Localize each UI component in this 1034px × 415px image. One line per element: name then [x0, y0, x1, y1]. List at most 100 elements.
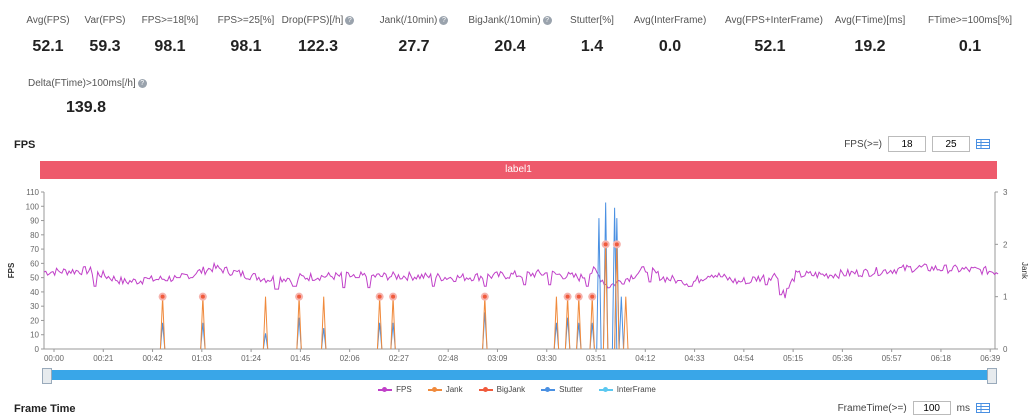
fps-section-title: FPS — [14, 139, 36, 151]
fps-chart: 0 10 20 30 40 50 60 70 80 90 100 110 0 1 2 3 FPS Jank 00:0… — [7, 188, 1029, 363]
stat-value: 59.3 — [89, 38, 121, 55]
x-tick-label: 00:21 — [93, 354, 114, 363]
stutter-spike — [618, 296, 625, 350]
stats-panel: Avg(FPS) 52.1 Var(FPS) 59.3 FPS>=18[%] 98.1 FP… — [0, 14, 1034, 124]
fps-threshold-1-input[interactable] — [888, 136, 926, 152]
stat-value: 0.1 — [958, 38, 982, 55]
bigjank-marker — [297, 294, 302, 299]
stat-value: 20.4 — [494, 38, 526, 55]
fps-threshold-2-input[interactable] — [932, 136, 970, 152]
table-icon[interactable] — [976, 403, 990, 413]
slider-handle-left[interactable] — [42, 368, 52, 384]
legend-swatch — [541, 386, 556, 392]
stutter-spike — [596, 218, 602, 350]
x-tick-label: 01:45 — [290, 354, 311, 363]
stat-item: FPS>=18[%] 98.1 — [125, 14, 215, 56]
stat-label: Avg(FTime)[ms] — [834, 15, 906, 26]
stat-value: 1.4 — [580, 38, 604, 55]
stat-label: Drop(FPS)[/h] — [281, 15, 344, 26]
stat-value: 122.3 — [297, 38, 339, 55]
y-tick-label: 60 — [30, 259, 39, 268]
y-tick-label: 100 — [26, 202, 40, 211]
jank-spike — [602, 244, 609, 350]
legend-item[interactable]: Stutter — [541, 385, 583, 394]
legend-item[interactable]: FPS — [378, 385, 412, 394]
stat-item: Avg(FPS+InterFrame) 52.1 — [725, 14, 823, 56]
help-icon[interactable]: ? — [345, 15, 355, 25]
legend-swatch — [378, 386, 393, 392]
y-tick-label: 50 — [30, 274, 39, 283]
stat-label: Jank(/10min) — [379, 15, 438, 26]
x-tick-label: 01:24 — [241, 354, 262, 363]
stat-item: Avg(FPS) 52.1 — [3, 14, 93, 56]
stat-label: Delta(FTime)>100ms[/h] — [28, 78, 136, 89]
stat-item: Avg(FTime)[ms] 19.2 — [825, 14, 915, 56]
y2-tick-label: 0 — [1003, 345, 1008, 354]
stat-value: 98.1 — [230, 38, 262, 55]
legend-label: Stutter — [559, 385, 583, 394]
table-icon[interactable] — [976, 139, 990, 149]
delta-ftime-stat: Delta(FTime)>100ms[/h]? 139.8 — [28, 78, 147, 117]
stat-value: 52.1 — [754, 38, 786, 55]
y-tick-label: 40 — [30, 288, 39, 297]
jank-spike — [262, 296, 269, 350]
stat-item: Var(FPS) 59.3 — [60, 14, 150, 56]
help-icon[interactable]: ? — [439, 15, 449, 25]
y-tick-label: 110 — [26, 188, 39, 197]
legend-swatch — [427, 386, 442, 392]
time-range-slider[interactable] — [42, 368, 997, 384]
legend-item[interactable]: InterFrame — [598, 385, 656, 394]
x-tick-label: 06:39 — [980, 354, 1001, 363]
slider-handle-right[interactable] — [987, 368, 997, 384]
bigjank-marker — [565, 294, 570, 299]
x-tick-label: 03:51 — [586, 354, 607, 363]
x-tick-label: 00:42 — [143, 354, 164, 363]
fps-series-line — [43, 261, 999, 299]
x-tick-label: 00:00 — [44, 354, 65, 363]
y2-axis-label: Jank — [1020, 262, 1029, 280]
stat-value: 98.1 — [154, 38, 186, 55]
x-tick-label: 03:30 — [537, 354, 558, 363]
stat-value: 19.2 — [854, 38, 886, 55]
stutter-spike — [262, 333, 269, 350]
stat-item: FPS>=25[%] 98.1 — [201, 14, 291, 56]
help-icon[interactable]: ? — [137, 78, 147, 88]
x-tick-label: 02:06 — [340, 354, 361, 363]
label-bar[interactable]: label1 — [40, 161, 997, 179]
stat-value: 139.8 — [66, 99, 107, 116]
stat-item: Drop(FPS)[/h]? 122.3 — [273, 14, 363, 56]
bigjank-marker — [576, 294, 581, 299]
frame-time-threshold-label: FrameTime(>=) — [837, 402, 907, 414]
bigjank-marker — [590, 294, 595, 299]
x-tick-label: 05:57 — [882, 354, 903, 363]
stat-value: 0.0 — [658, 38, 682, 55]
frame-time-section-title: Frame Time — [14, 403, 76, 415]
y-tick-label: 80 — [30, 231, 39, 240]
y2-tick-label: 2 — [1003, 240, 1008, 249]
y-tick-label: 30 — [30, 302, 39, 311]
stat-item: Avg(InterFrame) 0.0 — [625, 14, 715, 56]
stat-item: BigJank(/10min)? 20.4 — [465, 14, 555, 56]
stat-label: Avg(FPS+InterFrame) — [725, 15, 823, 26]
legend-item[interactable]: BigJank — [478, 385, 525, 394]
stat-item: FTime>=100ms[%] 0.1 — [925, 14, 1015, 56]
x-tick-label: 05:36 — [832, 354, 853, 363]
x-tick-label: 04:12 — [635, 354, 656, 363]
x-tick-label: 01:03 — [192, 354, 213, 363]
legend-label: FPS — [396, 385, 412, 394]
jank-spike — [321, 296, 327, 350]
stat-label: FTime>=100ms[%] — [927, 15, 1013, 26]
y-tick-label: 20 — [30, 316, 39, 325]
frame-time-threshold-input[interactable] — [912, 401, 951, 415]
jank-spike — [553, 296, 560, 350]
y-axis-label: FPS — [7, 262, 16, 278]
bigjank-marker — [200, 294, 205, 299]
y-tick-label: 0 — [35, 345, 40, 354]
bigjank-marker — [482, 294, 487, 299]
y2-tick-label: 3 — [1003, 188, 1008, 197]
legend-item[interactable]: Jank — [427, 385, 463, 394]
stat-item: Jank(/10min)? 27.7 — [369, 14, 459, 56]
help-icon[interactable]: ? — [542, 15, 552, 25]
fps-threshold-label: FPS(>=) — [844, 138, 882, 150]
stat-label: BigJank(/10min) — [468, 15, 541, 26]
